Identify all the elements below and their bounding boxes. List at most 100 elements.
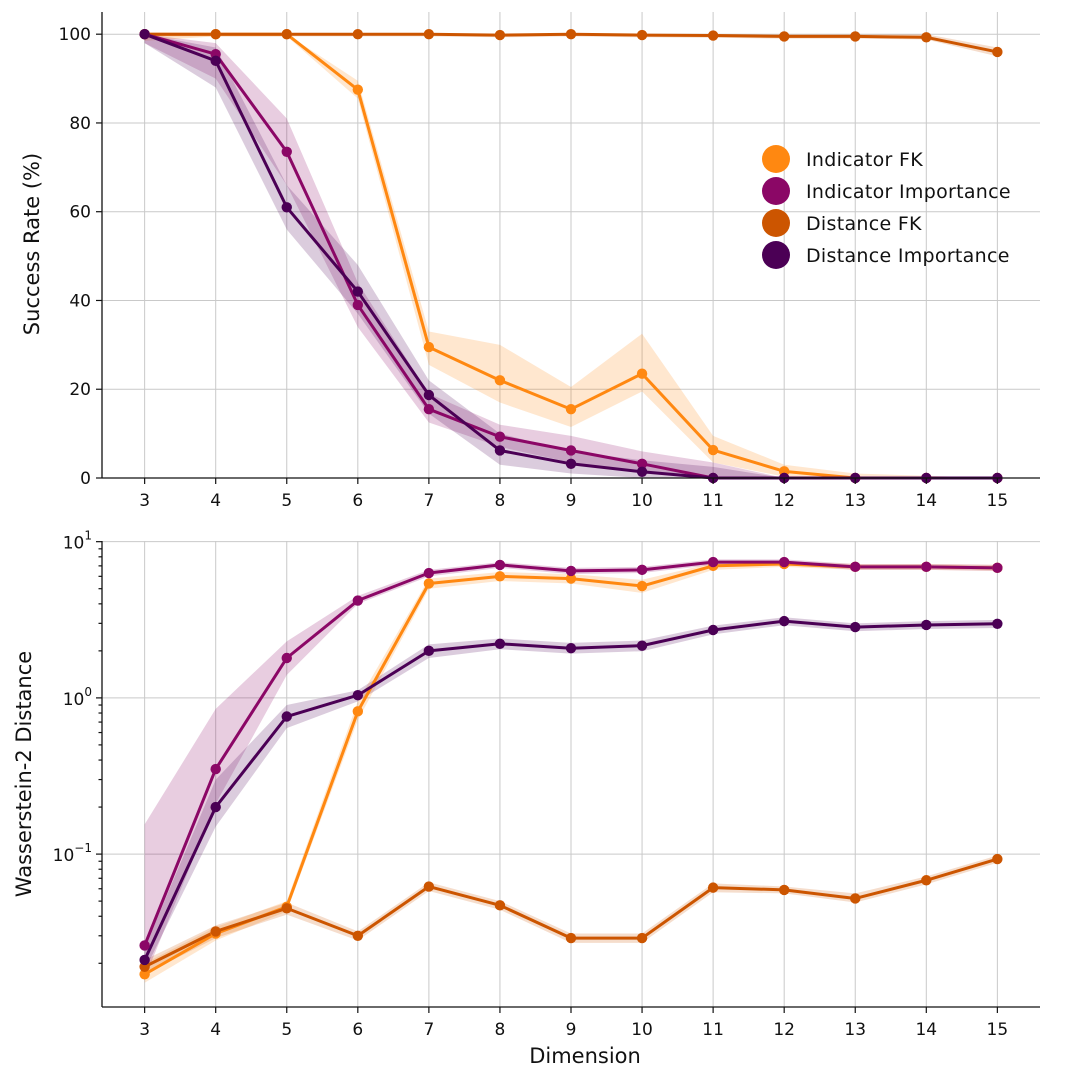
top-distance-importance-point — [494, 445, 506, 456]
top-indicator-importance-point — [281, 146, 292, 157]
top-indicator-fk-point — [707, 444, 719, 456]
top-indicator-fk-point — [494, 375, 506, 386]
top-indicator-importance-point — [636, 458, 648, 469]
bottom-x-tick-label: 3 — [139, 1020, 150, 1040]
bottom-y-axis-title: Wasserstein-2 Distance — [12, 651, 36, 897]
bottom-x-tick-label: 8 — [495, 1020, 506, 1040]
bottom-distance-importance-point — [423, 645, 435, 657]
top-x-tick-label: 3 — [139, 491, 150, 511]
top-indicator-importance-point — [494, 431, 506, 442]
bottom-distance-importance-point — [992, 618, 1003, 630]
top-distance-fk-point — [850, 31, 861, 42]
bottom-x-tick-label: 11 — [702, 1020, 724, 1040]
bottom-distance-importance-point — [281, 711, 292, 722]
top-x-tick-label: 9 — [566, 491, 577, 511]
bottom-y-tick-label: 10−1 — [53, 841, 92, 866]
top-y-tick-label: 0 — [80, 469, 91, 489]
bottom-distance-fk-point — [494, 900, 506, 911]
top-indicator-importance-band — [144, 34, 998, 478]
bottom-distance-fk-point — [565, 932, 577, 944]
bottom-indicator-importance-point — [210, 763, 221, 775]
bottom-x-tick-label: 5 — [281, 1020, 292, 1040]
top-distance-fk-point — [921, 32, 932, 43]
bottom-distance-importance-point — [494, 638, 506, 649]
bottom-distance-importance-point — [636, 640, 648, 651]
top-distance-importance-point — [636, 466, 648, 477]
top-indicator-importance-point — [565, 445, 577, 456]
bottom-distance-importance-point — [210, 801, 221, 813]
top-y-tick-label: 60 — [69, 203, 91, 223]
top-y-axis-title: Success Rate (%) — [20, 153, 44, 335]
legend-label-indicator-importance: Indicator Importance — [806, 181, 1011, 203]
bottom-distance-fk-point — [850, 893, 861, 904]
top-y-tick-label: 100 — [59, 25, 91, 45]
legend-marker-indicator-importance — [762, 177, 790, 205]
top-distance-fk-point — [992, 46, 1003, 58]
legend-label-distance-importance: Distance Importance — [806, 245, 1010, 267]
bottom-indicator-fk-point — [423, 578, 435, 589]
top-indicator-fk-point — [636, 368, 648, 379]
bottom-indicator-importance-point — [565, 565, 577, 577]
bottom-indicator-fk-point — [636, 580, 648, 592]
top-indicator-fk-point — [423, 341, 435, 353]
bottom-distance-fk-point — [778, 884, 790, 896]
bottom-distance-importance-point — [139, 954, 150, 966]
top-distance-fk-point — [778, 31, 790, 42]
bottom-x-tick-label: 15 — [987, 1020, 1009, 1040]
top-x-tick-label: 4 — [210, 491, 221, 511]
top-y-tick-label: 40 — [69, 291, 91, 311]
x-axis-title: Dimension — [529, 1044, 641, 1068]
top-x-tick-label: 15 — [987, 491, 1009, 511]
bottom-indicator-fk-point — [565, 573, 577, 584]
success-rate-panel: 3 4 5 6 7 8 9 10 11 12 13 14 15 0 20 40 60 80 100 Indicato… — [20, 12, 1040, 511]
bottom-indicator-importance-point — [352, 595, 364, 606]
bottom-indicator-importance-point — [423, 567, 435, 579]
bottom-distance-fk-point — [921, 875, 932, 886]
top-x-tick-label: 10 — [631, 491, 653, 511]
bottom-distance-fk-point — [352, 930, 364, 941]
top-distance-importance-point — [281, 202, 292, 213]
bottom-x-tick-label: 14 — [915, 1020, 937, 1040]
top-x-tick-label: 11 — [702, 491, 724, 511]
top-distance-fk-point — [423, 28, 435, 40]
top-x-tick-label: 12 — [773, 491, 795, 511]
top-distance-importance-point — [210, 55, 221, 67]
bottom-distance-fk-point — [636, 932, 648, 944]
top-distance-fk-point — [494, 29, 506, 41]
bottom-distance-fk-point — [281, 903, 292, 914]
bottom-x-tick-label: 12 — [773, 1020, 795, 1040]
legend-marker-indicator-fk — [762, 145, 790, 173]
top-indicator-fk-band — [144, 34, 998, 478]
bottom-y-tick-label: 101 — [63, 529, 92, 554]
bottom-indicator-fk-point — [494, 571, 506, 582]
bottom-indicator-importance-point — [494, 559, 506, 571]
top-x-tick-label: 14 — [915, 491, 937, 511]
top-distance-importance-point — [423, 389, 435, 401]
top-distance-fk-point — [707, 30, 719, 41]
bottom-indicator-fk-point — [352, 706, 364, 717]
bottom-distance-fk-band — [144, 855, 998, 975]
bottom-distance-fk-point — [423, 881, 435, 892]
bottom-distance-importance-point — [850, 621, 861, 633]
bottom-x-tick-label: 4 — [210, 1020, 221, 1040]
bottom-x-tick-label: 9 — [566, 1020, 577, 1040]
top-x-tick-label: 6 — [352, 491, 363, 511]
top-distance-importance-point — [352, 286, 364, 297]
bottom-indicator-importance-point — [707, 556, 719, 568]
bottom-distance-fk-point — [707, 882, 719, 893]
top-indicator-fk-point — [565, 404, 577, 415]
legend-label-indicator-fk: Indicator FK — [806, 149, 923, 171]
top-distance-importance-point — [139, 28, 150, 40]
bottom-distance-importance-point — [778, 615, 790, 627]
top-distance-fk-point — [565, 28, 577, 40]
top-x-tick-label: 5 — [281, 491, 292, 511]
bottom-distance-importance-point — [921, 619, 932, 631]
top-distance-importance-point — [565, 458, 577, 469]
bottom-indicator-importance-point — [921, 561, 932, 573]
bottom-x-tick-label: 10 — [631, 1020, 653, 1040]
bottom-indicator-importance-point — [636, 564, 648, 576]
top-indicator-fk-point — [352, 84, 364, 95]
wasserstein-panel: 3 4 5 6 7 8 9 10 11 12 13 14 15 10−1 100 101 Wasserstei… — [12, 529, 1040, 1068]
bottom-indicator-importance-point — [850, 561, 861, 573]
